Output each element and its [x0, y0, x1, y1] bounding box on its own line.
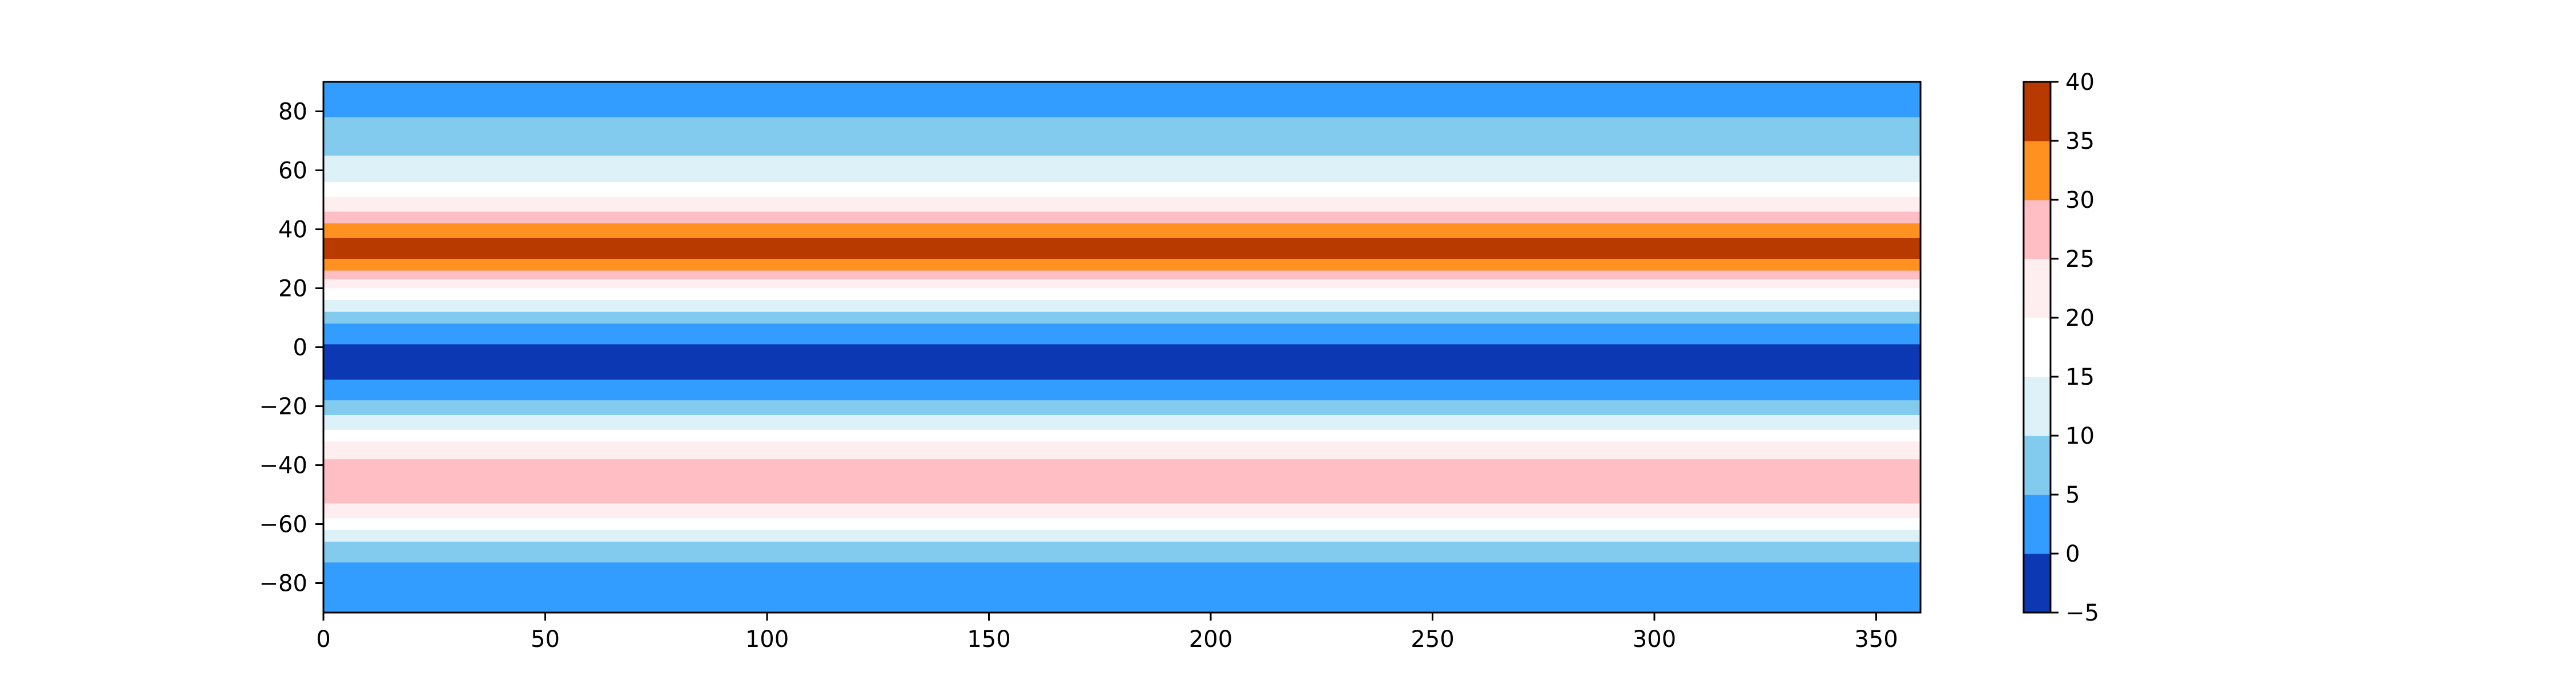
- contour-band-7: [323, 238, 1921, 259]
- contour-band-25: [323, 542, 1921, 563]
- contour-band-6: [323, 223, 1921, 239]
- contour-band-21: [323, 459, 1921, 504]
- colorbar-swatch: [2024, 554, 2050, 613]
- x-tick-label: 100: [745, 626, 789, 653]
- contour-band-4: [323, 196, 1921, 212]
- x-tick-label: 250: [1411, 626, 1454, 653]
- contour-band-13: [323, 311, 1921, 324]
- y-tick-label: 80: [278, 99, 307, 125]
- colorbar-tick-label: 30: [2065, 187, 2095, 214]
- colorbar-swatch: [2024, 82, 2050, 141]
- y-tick-label: −60: [259, 512, 307, 538]
- y-tick-label: 0: [293, 335, 307, 361]
- contour-band-16: [323, 380, 1921, 401]
- colorbar-swatch: [2024, 318, 2050, 377]
- colorbar-tick-label: −5: [2065, 600, 2099, 626]
- contour-band-24: [323, 530, 1921, 542]
- y-tick-label: −20: [259, 394, 307, 420]
- x-tick-label: 300: [1633, 626, 1676, 653]
- colorbar-tick-label: 25: [2065, 246, 2095, 273]
- contour-band-19: [323, 429, 1921, 442]
- colorbar-tick-label: 40: [2065, 69, 2095, 96]
- contour-band-9: [323, 270, 1921, 280]
- y-tick-label: −40: [259, 453, 307, 479]
- colorbar-tick-label: 20: [2065, 305, 2095, 331]
- colorbar-tick-label: 0: [2065, 541, 2080, 567]
- contour-band-17: [323, 400, 1921, 416]
- x-tick-label: 150: [967, 626, 1010, 653]
- colorbar-frame: [2022, 81, 2052, 614]
- contour-bands: [323, 82, 1921, 613]
- y-tick-label: −80: [259, 571, 307, 597]
- x-axis: 0 50 100 150 200 250 300 350: [316, 613, 1898, 653]
- contour-band-3: [323, 182, 1921, 198]
- colorbar-swatch: [2024, 436, 2050, 495]
- colorbar-swatch: [2024, 495, 2050, 554]
- colorbar-swatch: [2024, 141, 2050, 200]
- y-tick-label: 20: [278, 276, 307, 302]
- colorbar-swatch: [2024, 377, 2050, 436]
- colorbar-tick-label: 35: [2065, 128, 2095, 155]
- y-axis: 80 60 40 20 0 −20 −40 −60 −80: [259, 99, 323, 597]
- x-tick-label: 350: [1854, 626, 1898, 653]
- contour-band-2: [323, 155, 1921, 183]
- contour-band-22: [323, 503, 1921, 519]
- contour-band-5: [323, 211, 1921, 224]
- colorbar: −5 0 5 10 15 20 25 30 35 40: [2022, 69, 2099, 626]
- x-tick-label: 50: [531, 626, 560, 653]
- colorbar-swatch: [2024, 259, 2050, 318]
- contour-band-15: [323, 344, 1921, 380]
- y-tick-label: 40: [278, 217, 307, 243]
- contour-band-1: [323, 117, 1921, 156]
- contour-band-10: [323, 279, 1921, 289]
- contour-band-14: [323, 323, 1921, 345]
- x-tick-label: 200: [1189, 626, 1232, 653]
- contour-band-8: [323, 259, 1921, 271]
- x-tick-label: 0: [316, 626, 330, 653]
- contour-band-18: [323, 414, 1921, 431]
- colorbar-swatch: [2024, 200, 2050, 259]
- contour-band-20: [323, 441, 1921, 460]
- contour-band-11: [323, 288, 1921, 301]
- y-tick-label: 60: [278, 158, 307, 184]
- colorbar-tick-label: 10: [2065, 423, 2095, 449]
- colorbar-tick-label: 15: [2065, 364, 2095, 390]
- contour-band-26: [323, 562, 1921, 613]
- colorbar-tick-label: 5: [2065, 482, 2080, 508]
- contour-band-12: [323, 300, 1921, 313]
- contour-band-23: [323, 518, 1921, 531]
- contour-band-0: [323, 82, 1921, 118]
